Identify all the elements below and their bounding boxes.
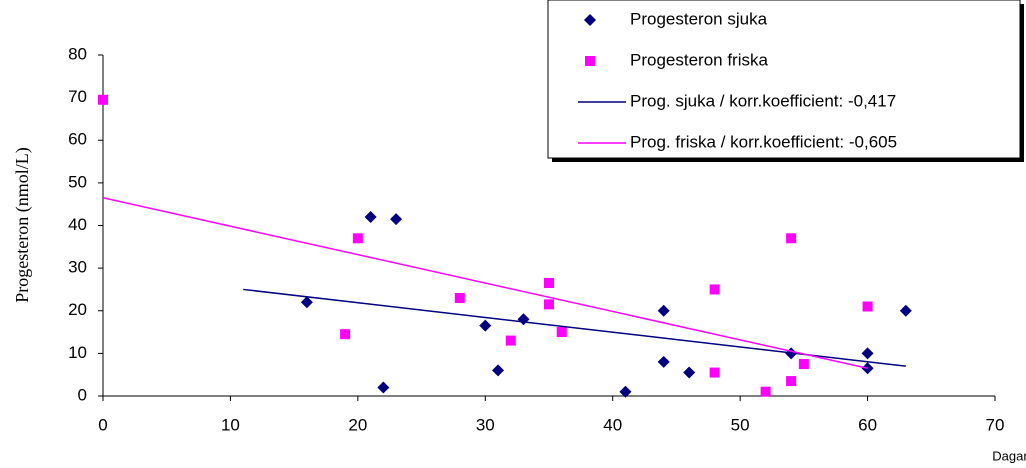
point [377, 381, 390, 394]
x-tick-label: 30 [476, 415, 495, 434]
legend [547, 0, 1021, 159]
point [390, 213, 403, 226]
x-tick-label: 60 [858, 415, 877, 434]
point [709, 367, 720, 378]
y-tick-label: 40 [68, 215, 87, 234]
legend-marker [585, 56, 595, 66]
x-tick-label: 20 [348, 415, 367, 434]
point [544, 299, 554, 310]
y-tick-label: 30 [68, 258, 87, 277]
point [98, 94, 108, 105]
point [352, 233, 363, 244]
point [619, 385, 632, 398]
point [683, 366, 696, 379]
point [340, 329, 351, 340]
legend-marker [584, 14, 596, 26]
point [657, 355, 670, 368]
y-tick-label: 70 [68, 87, 87, 106]
point [544, 278, 554, 289]
y-tick-label: 0 [78, 385, 87, 404]
legend-label: Progesteron sjuka [630, 9, 768, 28]
point [899, 304, 912, 317]
point [364, 210, 377, 223]
point [505, 335, 516, 346]
y-axis-title: Progesteron (nmol/L) [12, 147, 33, 302]
point [492, 364, 505, 377]
point [454, 292, 465, 303]
point [760, 386, 771, 397]
trend-line [102, 197, 868, 370]
point [709, 284, 720, 295]
x-tick-label: 70 [986, 415, 1005, 434]
point [300, 296, 313, 309]
point [861, 347, 874, 360]
trend-line [243, 288, 906, 367]
point [798, 359, 809, 370]
x-tick-label: 50 [731, 415, 750, 434]
legend-label: Prog. sjuka / korr.koefficient: -0,417 [630, 91, 896, 110]
legend-label: Progesteron friska [630, 50, 768, 69]
point [862, 301, 873, 312]
y-tick-label: 80 [68, 44, 87, 63]
x-tick-label: 0 [98, 415, 107, 434]
point [517, 313, 530, 326]
point [479, 319, 492, 332]
x-axis-title: Dagar [992, 448, 1026, 463]
x-tick-label: 40 [603, 415, 622, 434]
point [657, 304, 670, 317]
y-tick-label: 10 [68, 343, 87, 362]
legend-label: Prog. friska / korr.koefficient: -0,605 [630, 132, 897, 151]
x-tick-label: 10 [221, 415, 240, 434]
y-tick-label: 20 [68, 300, 87, 319]
point [556, 327, 567, 338]
y-tick-label: 60 [68, 130, 87, 149]
y-tick-label: 50 [68, 172, 87, 191]
point [786, 233, 797, 244]
point [786, 376, 797, 387]
